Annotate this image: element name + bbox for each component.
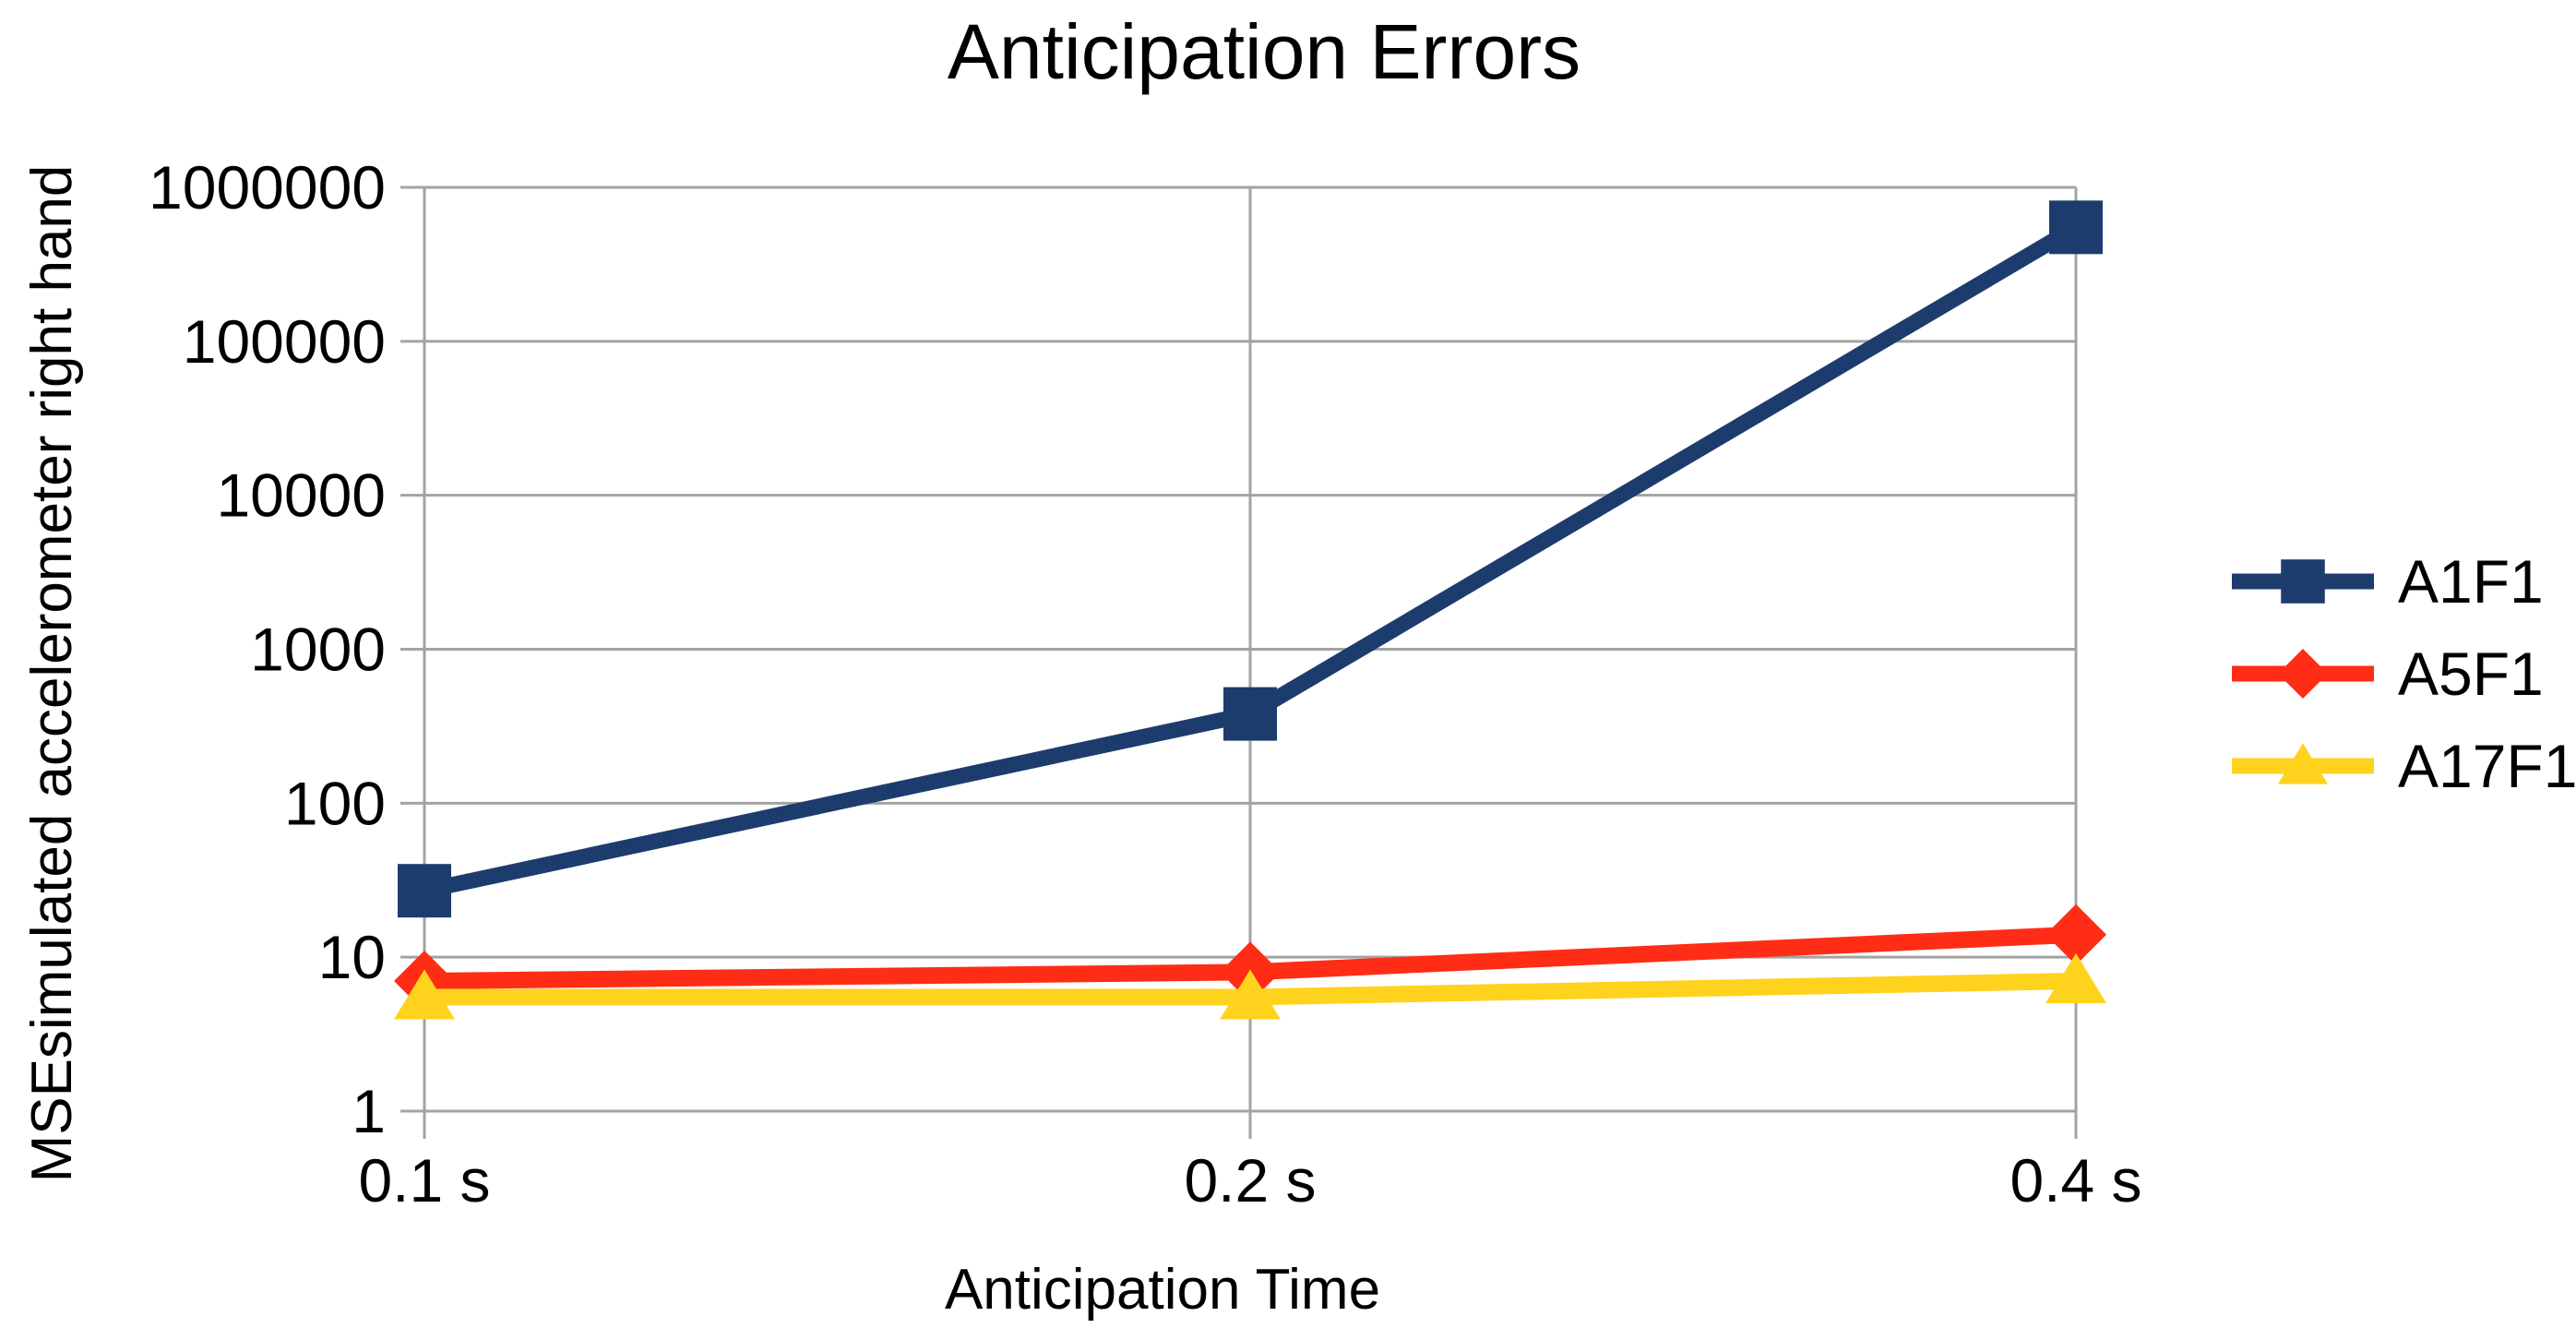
marker-square: [2049, 200, 2103, 255]
y-tick-label: 1000: [250, 616, 386, 684]
y-tick-label: 10: [318, 923, 386, 991]
chart-title: Anticipation Errors: [947, 8, 1581, 95]
y-tick-label: 10000: [216, 461, 386, 530]
marker-square: [2281, 559, 2325, 604]
legend-item-A1F1: A1F1: [2228, 546, 2576, 616]
marker-diamond: [2277, 648, 2329, 700]
marker-diamond: [2045, 903, 2106, 965]
legend-triangle-icon: [2232, 743, 2374, 784]
legend-diamond-icon: [2232, 648, 2374, 700]
marker-square: [398, 864, 451, 918]
x-axis-title: Anticipation Time: [944, 1258, 1381, 1322]
legend-label: A1F1: [2398, 547, 2544, 616]
marker-triangle: [1220, 969, 1281, 1020]
y-tick-label: 100000: [183, 307, 386, 376]
legend-label: A5F1: [2398, 640, 2544, 708]
legend-item-A5F1: A5F1: [2228, 639, 2576, 709]
marker-triangle: [2277, 743, 2329, 784]
y-tick-label: 100: [284, 769, 386, 837]
marker-triangle: [2045, 953, 2106, 1004]
y-tick-label: 1: [352, 1077, 386, 1145]
legend-square-icon: [2232, 559, 2374, 604]
y-tick-label: 1000000: [149, 153, 386, 221]
legend-label: A17F1: [2398, 732, 2576, 800]
legend: A1F1 A5F1 A17F1: [2228, 546, 2576, 801]
marker-triangle: [394, 969, 455, 1020]
x-tick-label: 0.4 s: [2010, 1146, 2141, 1214]
legend-item-A17F1: A17F1: [2228, 731, 2576, 801]
marker-square: [1223, 687, 1277, 741]
x-tick-label: 0.1 s: [358, 1146, 490, 1214]
x-tick-label: 0.2 s: [1184, 1146, 1316, 1214]
